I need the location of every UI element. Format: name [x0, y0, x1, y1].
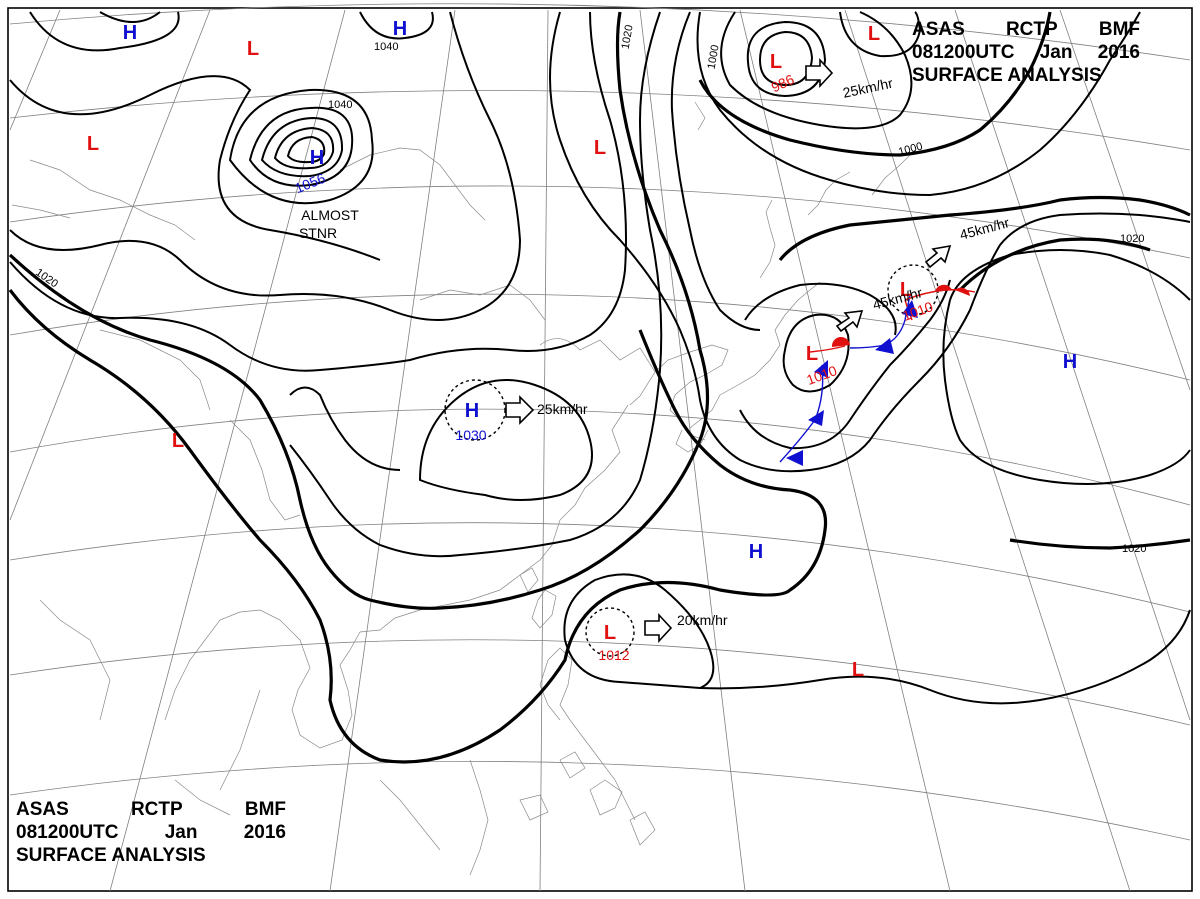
- bold-isobars: [8, 11, 1191, 764]
- movement-speed-luzon-low: 20km/hr: [677, 612, 728, 628]
- header-top-station: RCTP: [1005, 19, 1058, 40]
- almost-stnr-line2: STNR: [299, 225, 337, 241]
- high-center-pacific-central: H: [749, 541, 763, 563]
- header-bottom-month: Jan: [164, 822, 198, 843]
- isobar-label-1020-east-top: 1020: [1120, 233, 1144, 245]
- movement-arrow-china-high: 25km/hr: [505, 395, 588, 425]
- weather-fronts: [779, 284, 976, 466]
- low-center-tibet: L: [172, 430, 184, 452]
- header-bottom-line2: 081200UTC Jan 2016: [16, 821, 286, 844]
- isobar-label-1000-top: 1000: [706, 44, 722, 70]
- almost-stnr-line1: ALMOST: [301, 207, 359, 223]
- low-center-luzon-strait: L: [604, 622, 616, 644]
- high-center-pacific-east: H: [1063, 351, 1077, 373]
- low-center-japan-east: L: [900, 279, 912, 301]
- header-bottom-year: 2016: [243, 822, 286, 843]
- low-center-west: L: [87, 133, 99, 155]
- header-top-right: ASAS RCTP BMF 081200UTC Jan 2016 SURFACE…: [912, 18, 1140, 87]
- low-center-okhotsk: L: [770, 51, 782, 73]
- isobar-label-1020-top: 1020: [620, 24, 636, 50]
- low-center-north-center: L: [594, 137, 606, 159]
- coastlines: [11, 101, 916, 876]
- header-top-title: SURFACE ANALYSIS: [912, 65, 1102, 86]
- low-center-pacific-south: L: [852, 659, 864, 681]
- header-top-month: Jan: [1039, 42, 1073, 63]
- high-value-china: 1030: [455, 427, 486, 443]
- map-frame: [7, 7, 1193, 892]
- header-bottom-station: RCTP: [130, 799, 183, 820]
- header-bottom-title: SURFACE ANALYSIS: [16, 845, 206, 866]
- header-bottom-left: ASAS RCTP BMF 081200UTC Jan 2016 SURFACE…: [16, 798, 286, 867]
- high-center-china: H: [465, 400, 479, 422]
- header-bottom-line1: ASAS RCTP BMF: [16, 798, 286, 821]
- header-top-time: 081200UTC: [912, 42, 1015, 63]
- low-center-top-right: L: [868, 23, 880, 45]
- isobar-label-1040-a: 1040: [374, 41, 398, 53]
- header-bottom-time: 081200UTC: [16, 822, 119, 843]
- high-center-nw-top: H: [123, 22, 137, 44]
- low-center-japan-west: L: [806, 343, 818, 365]
- low-value-luzon-strait: 1012: [598, 647, 629, 663]
- movement-arrow-luzon-low: 20km/hr: [644, 612, 728, 644]
- header-top-line1: ASAS RCTP BMF: [912, 18, 1140, 41]
- low-center-top-left: L: [247, 38, 259, 60]
- isobar-label-1020-east-bottom: 1020: [1122, 543, 1146, 555]
- header-top-source: BMF: [1098, 19, 1140, 40]
- high-center-siberia: H: [310, 147, 324, 169]
- isobars: [9, 11, 1191, 705]
- isobar-label-1040-b: 1040: [328, 99, 352, 111]
- header-top-line2: 081200UTC Jan 2016: [912, 41, 1140, 64]
- header-bottom-product: ASAS: [16, 799, 69, 820]
- header-bottom-source: BMF: [244, 799, 286, 820]
- header-top-product: ASAS: [912, 19, 965, 40]
- high-center-top-center: H: [393, 18, 407, 40]
- almost-stationary-note: ALMOST STNR: [299, 207, 359, 241]
- header-top-year: 2016: [1097, 42, 1140, 63]
- movement-speed-china-high: 25km/hr: [537, 401, 588, 417]
